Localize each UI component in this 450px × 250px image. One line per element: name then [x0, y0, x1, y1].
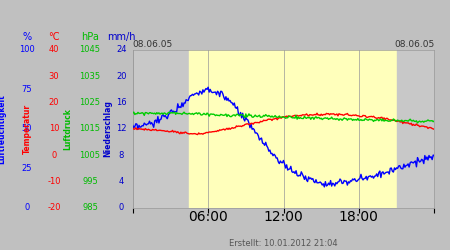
- Text: 985: 985: [82, 203, 98, 212]
- Text: Niederschlag: Niederschlag: [104, 100, 112, 157]
- Text: 12: 12: [116, 124, 127, 133]
- Text: 0: 0: [51, 150, 57, 160]
- Text: 75: 75: [22, 85, 32, 94]
- Text: 50: 50: [22, 124, 32, 133]
- Bar: [133, 50, 189, 207]
- Text: 1025: 1025: [80, 98, 100, 107]
- Text: 1035: 1035: [80, 72, 100, 81]
- Text: 20: 20: [116, 72, 127, 81]
- Text: 995: 995: [82, 177, 98, 186]
- Text: 16: 16: [116, 98, 127, 107]
- Text: 4: 4: [119, 177, 124, 186]
- Text: 1005: 1005: [80, 150, 100, 160]
- Text: 25: 25: [22, 164, 32, 172]
- Bar: [396, 50, 434, 207]
- Text: 0: 0: [24, 203, 30, 212]
- Text: Luftfeuchtigkeit: Luftfeuchtigkeit: [0, 94, 7, 164]
- Text: Temperatur: Temperatur: [22, 104, 32, 154]
- Text: mm/h: mm/h: [107, 32, 136, 42]
- Text: 08.06.05: 08.06.05: [394, 40, 434, 49]
- Text: 08.06.05: 08.06.05: [133, 40, 173, 49]
- Bar: [189, 50, 396, 207]
- Text: 1015: 1015: [80, 124, 100, 133]
- Text: 30: 30: [49, 72, 59, 81]
- Text: Erstellt: 10.01.2012 21:04: Erstellt: 10.01.2012 21:04: [229, 238, 338, 248]
- Text: hPa: hPa: [81, 32, 99, 42]
- Text: -10: -10: [47, 177, 61, 186]
- Text: 20: 20: [49, 98, 59, 107]
- Text: °C: °C: [48, 32, 60, 42]
- Text: -20: -20: [47, 203, 61, 212]
- Text: Luftdruck: Luftdruck: [63, 108, 72, 150]
- Text: 8: 8: [119, 150, 124, 160]
- Text: 40: 40: [49, 46, 59, 54]
- Text: 100: 100: [19, 46, 35, 54]
- Text: 10: 10: [49, 124, 59, 133]
- Text: %: %: [22, 32, 32, 42]
- Text: 24: 24: [116, 46, 127, 54]
- Text: 0: 0: [119, 203, 124, 212]
- Text: 1045: 1045: [80, 46, 100, 54]
